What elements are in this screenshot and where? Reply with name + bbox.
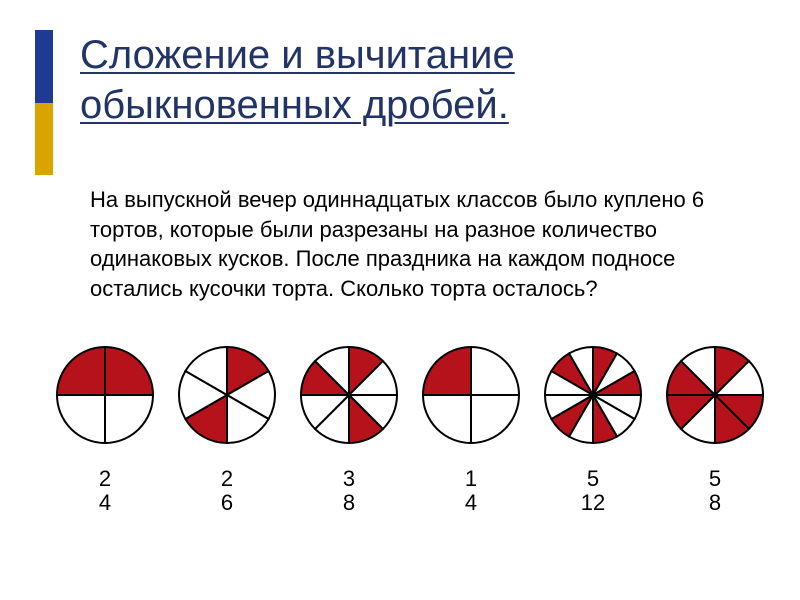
cake-4: 14: [416, 345, 526, 515]
title-line-2: обыкновенных дробей.: [80, 83, 509, 127]
accent-navy: [35, 30, 53, 103]
slice-empty: [105, 395, 153, 443]
slice-filled: [423, 347, 471, 395]
numerator: 5: [587, 467, 599, 491]
numerator: 3: [343, 467, 355, 491]
denominator: 8: [709, 491, 721, 515]
cake-2: 26: [172, 345, 282, 515]
numerator: 2: [99, 467, 111, 491]
title-line-1: Сложение и вычитание: [80, 33, 515, 77]
slice-empty: [471, 347, 519, 395]
fraction-label: 14: [465, 467, 477, 515]
pie-chart: [543, 345, 643, 445]
slice-empty: [423, 395, 471, 443]
denominator: 12: [581, 491, 605, 515]
denominator: 4: [99, 491, 111, 515]
denominator: 8: [343, 491, 355, 515]
slice-filled: [57, 347, 105, 395]
pie-chart: [421, 345, 521, 445]
numerator: 5: [709, 467, 721, 491]
cake-3: 38: [294, 345, 404, 515]
numerator: 2: [221, 467, 233, 491]
title-accent: [35, 30, 53, 175]
fraction-label: 58: [709, 467, 721, 515]
denominator: 4: [465, 491, 477, 515]
accent-gold: [35, 103, 53, 176]
slide-title: Сложение и вычитание обыкновенных дробей…: [80, 30, 515, 130]
fraction-label: 24: [99, 467, 111, 515]
cakes-row: 2426381451258: [50, 345, 770, 515]
pie-chart: [665, 345, 765, 445]
pie-chart: [55, 345, 155, 445]
numerator: 1: [465, 467, 477, 491]
fraction-label: 26: [221, 467, 233, 515]
cake-1: 24: [50, 345, 160, 515]
slice-filled: [105, 347, 153, 395]
fraction-label: 38: [343, 467, 355, 515]
slice-empty: [57, 395, 105, 443]
fraction-label: 512: [581, 467, 605, 515]
cake-6: 58: [660, 345, 770, 515]
cake-5: 512: [538, 345, 648, 515]
slice-empty: [471, 395, 519, 443]
denominator: 6: [221, 491, 233, 515]
pie-chart: [299, 345, 399, 445]
problem-text: На выпускной вечер одиннадцатых классов …: [90, 185, 740, 304]
pie-chart: [177, 345, 277, 445]
